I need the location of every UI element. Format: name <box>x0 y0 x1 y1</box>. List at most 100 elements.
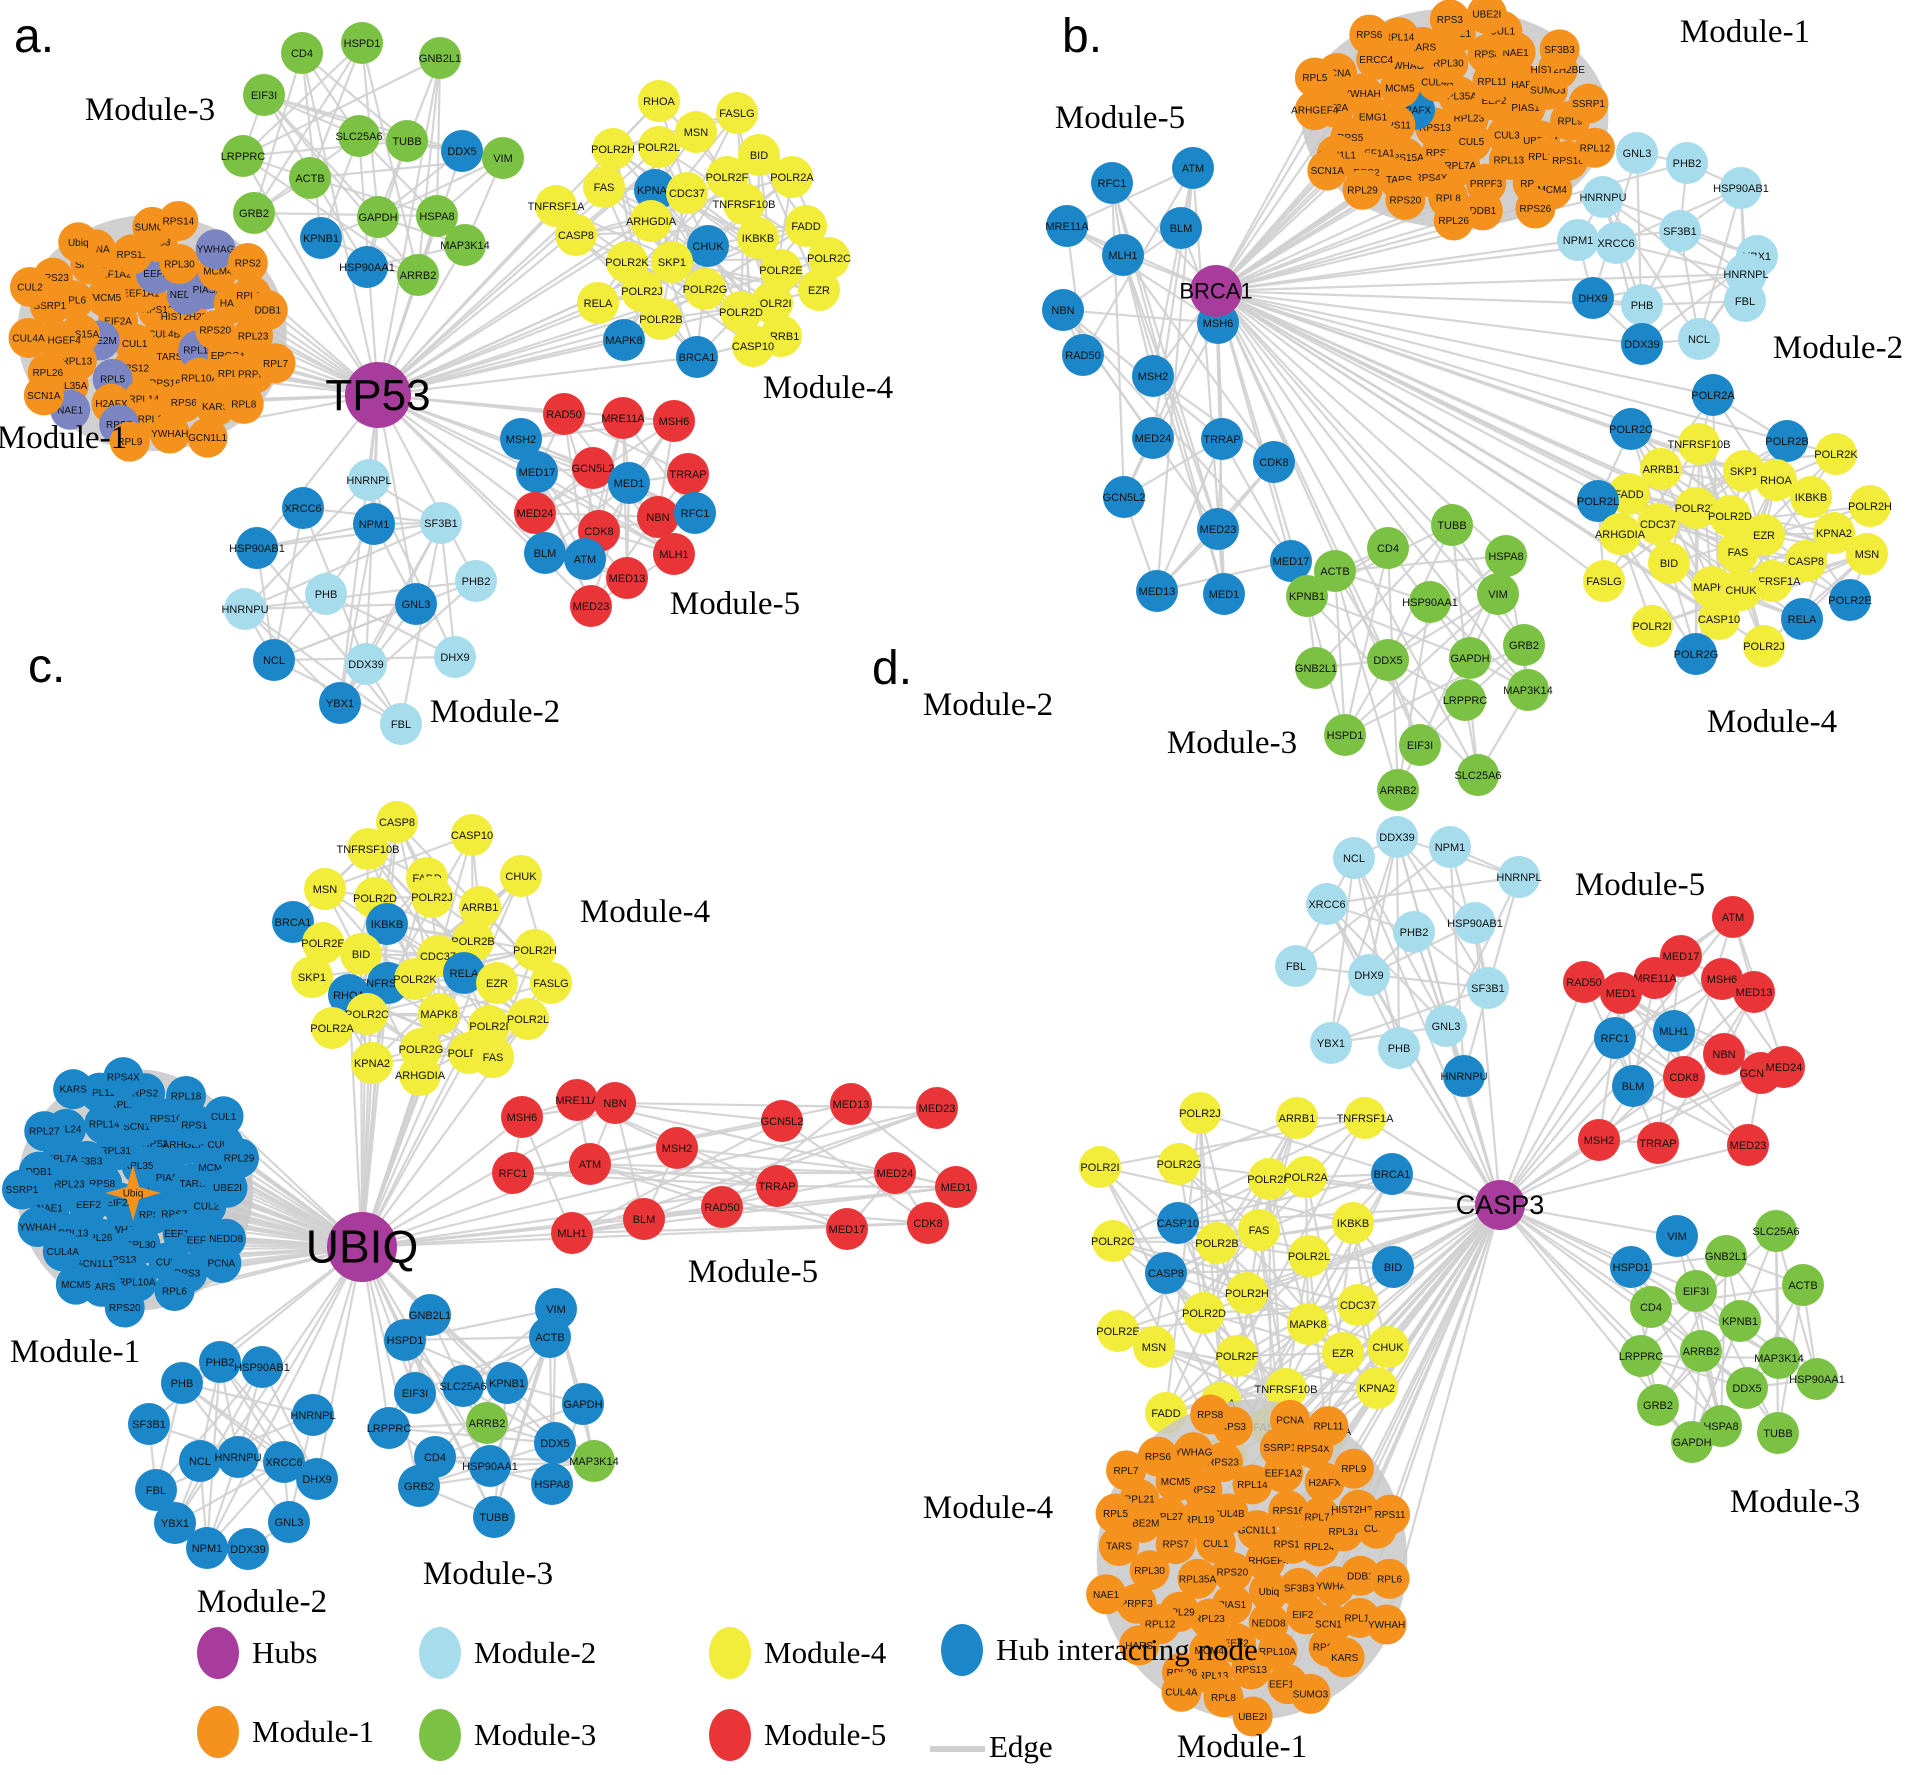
network-node[interactable] <box>1785 540 1827 582</box>
network-node[interactable] <box>1429 826 1471 868</box>
network-node[interactable] <box>1294 57 1335 98</box>
network-node[interactable] <box>1337 1284 1379 1326</box>
network-node[interactable] <box>1637 1384 1679 1426</box>
network-node[interactable] <box>217 1436 259 1478</box>
network-node[interactable] <box>319 682 361 724</box>
network-node[interactable] <box>1675 487 1717 529</box>
network-node[interactable] <box>1717 531 1759 573</box>
network-node[interactable] <box>1782 1264 1824 1306</box>
network-node[interactable] <box>1268 1490 1309 1531</box>
network-node[interactable] <box>1288 1235 1330 1277</box>
network-node[interactable] <box>103 1057 144 1098</box>
network-node[interactable] <box>1367 527 1409 569</box>
network-node[interactable] <box>291 956 333 998</box>
network-node[interactable] <box>1333 1448 1374 1489</box>
network-node[interactable] <box>1203 1677 1244 1718</box>
network-node[interactable] <box>1790 476 1832 518</box>
network-node[interactable] <box>1454 902 1496 944</box>
network-node[interactable] <box>1116 1583 1157 1624</box>
network-node[interactable] <box>1092 1220 1134 1262</box>
network-node[interactable] <box>1322 1332 1364 1374</box>
network-node[interactable] <box>530 962 572 1004</box>
network-node[interactable] <box>1409 581 1451 623</box>
network-node[interactable] <box>1610 1246 1652 1288</box>
network-node[interactable] <box>42 1231 83 1272</box>
network-node[interactable] <box>623 1198 665 1240</box>
network-node[interactable] <box>1656 1215 1698 1257</box>
network-node[interactable] <box>304 868 346 910</box>
network-node[interactable] <box>1582 176 1624 218</box>
network-node[interactable] <box>451 814 493 856</box>
network-node[interactable] <box>1385 179 1426 220</box>
network-node[interactable] <box>340 933 382 975</box>
network-node[interactable] <box>395 583 437 625</box>
network-node[interactable] <box>1678 318 1720 360</box>
network-node[interactable] <box>1367 639 1409 681</box>
network-node[interactable] <box>1095 1493 1136 1534</box>
network-node[interactable] <box>1158 1143 1200 1185</box>
network-node[interactable] <box>368 1407 410 1449</box>
network-node[interactable] <box>1595 222 1637 264</box>
network-node[interactable] <box>1675 1270 1717 1312</box>
hub-node-CASP3[interactable] <box>1475 1180 1525 1230</box>
network-node[interactable] <box>1758 1337 1800 1379</box>
network-node[interactable] <box>1042 289 1084 331</box>
network-node[interactable] <box>1137 1436 1178 1477</box>
network-node[interactable] <box>338 115 380 157</box>
network-node[interactable] <box>482 137 524 179</box>
network-node[interactable] <box>1705 1235 1747 1277</box>
network-node[interactable] <box>1189 1598 1230 1639</box>
network-node[interactable] <box>1600 972 1642 1014</box>
network-node[interactable] <box>653 400 695 442</box>
network-node[interactable] <box>1393 911 1435 953</box>
network-node[interactable] <box>1161 1671 1202 1712</box>
network-node[interactable] <box>501 1096 543 1138</box>
network-node[interactable] <box>514 492 556 534</box>
network-node[interactable] <box>543 393 585 435</box>
network-node[interactable] <box>476 962 518 1004</box>
network-node[interactable] <box>1433 200 1474 241</box>
network-node[interactable] <box>282 487 324 529</box>
network-node[interactable] <box>420 502 462 544</box>
network-node[interactable] <box>201 1242 242 1283</box>
network-node[interactable] <box>23 375 64 416</box>
network-node[interactable] <box>163 382 204 423</box>
network-node[interactable] <box>676 336 718 378</box>
network-node[interactable] <box>630 200 672 242</box>
network-node[interactable] <box>1136 570 1178 612</box>
star-node[interactable] <box>105 1165 161 1221</box>
hub-node-BRCA1[interactable] <box>1190 265 1242 317</box>
network-node[interactable] <box>161 1362 203 1404</box>
network-node[interactable] <box>1572 277 1614 319</box>
network-node[interactable] <box>263 1441 305 1483</box>
network-node[interactable] <box>1371 1153 1413 1195</box>
network-node[interactable] <box>1270 540 1312 582</box>
network-node[interactable] <box>434 636 476 678</box>
network-node[interactable] <box>1503 624 1545 666</box>
network-node[interactable] <box>1 1169 42 1210</box>
network-node[interactable] <box>935 1166 977 1208</box>
network-node[interactable] <box>1196 1222 1238 1264</box>
network-node[interactable] <box>1356 1367 1398 1409</box>
network-node[interactable] <box>1425 1005 1467 1047</box>
network-node[interactable] <box>1201 418 1243 460</box>
network-node[interactable] <box>1295 647 1337 689</box>
network-node[interactable] <box>1376 816 1418 858</box>
network-node[interactable] <box>684 268 726 310</box>
network-node[interactable] <box>1515 188 1556 229</box>
network-node[interactable] <box>247 290 288 331</box>
network-node[interactable] <box>1306 883 1348 925</box>
network-node[interactable] <box>1226 1272 1268 1314</box>
network-node[interactable] <box>716 92 758 134</box>
network-node[interactable] <box>24 1111 65 1152</box>
network-node[interactable] <box>1723 450 1765 492</box>
network-node[interactable] <box>341 22 383 64</box>
network-node[interactable] <box>353 503 395 545</box>
network-node[interactable] <box>346 246 388 288</box>
network-node[interactable] <box>594 1082 636 1124</box>
network-node[interactable] <box>1796 1358 1838 1400</box>
network-node[interactable] <box>1648 542 1690 584</box>
network-node[interactable] <box>1763 1046 1805 1088</box>
network-node[interactable] <box>186 1527 228 1569</box>
network-node[interactable] <box>1197 508 1239 550</box>
